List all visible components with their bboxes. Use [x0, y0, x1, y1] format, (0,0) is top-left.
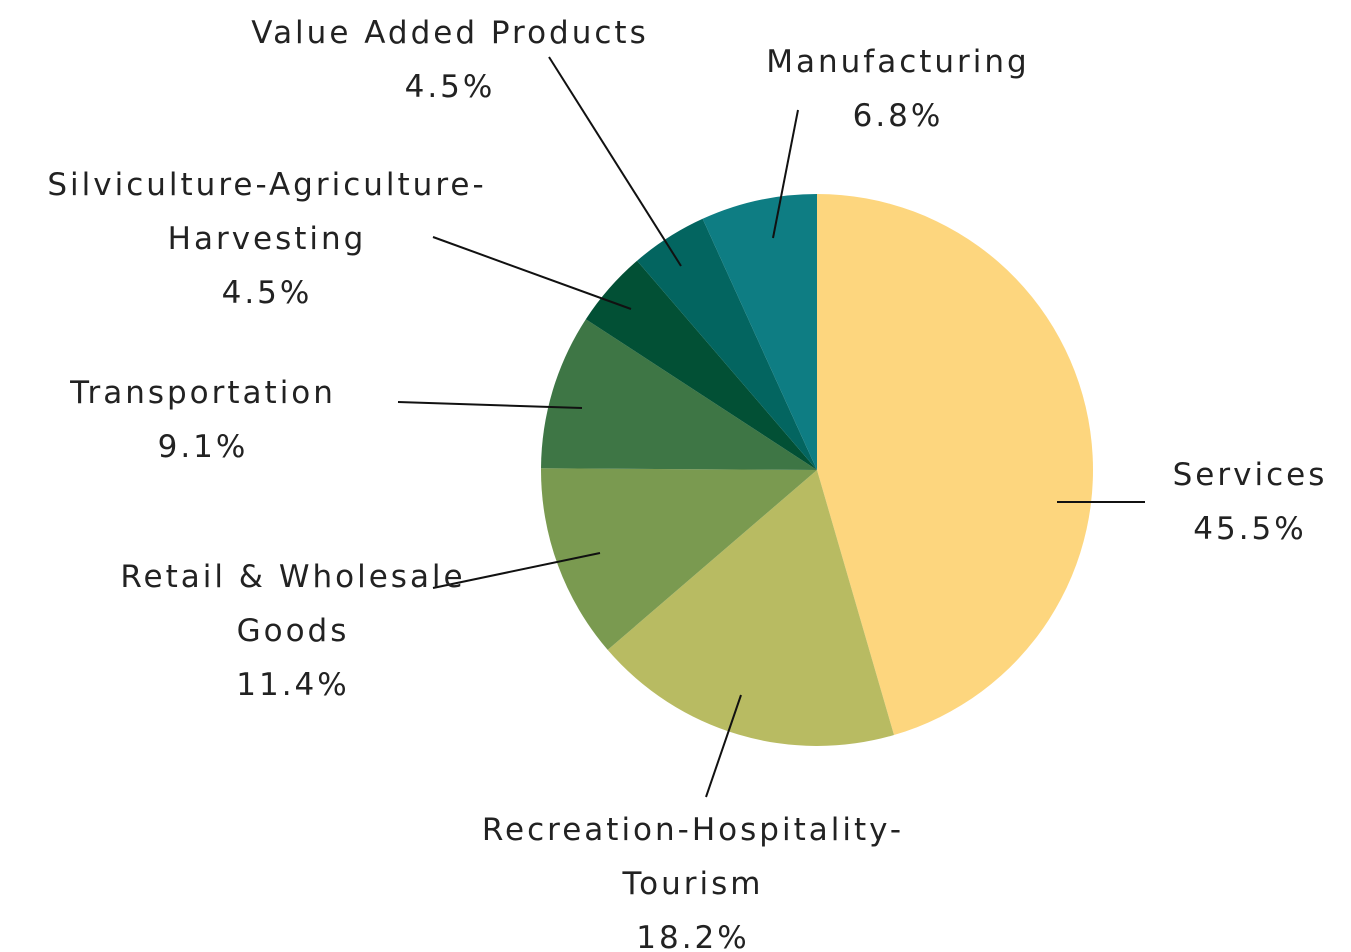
slice-label: Manufacturing 6.8% [728, 35, 1068, 143]
slice-label: Services 45.5% [1140, 448, 1351, 556]
category-label: Value Added Products [251, 15, 649, 51]
category-label: Retail & Wholesale Goods [120, 559, 466, 649]
slice-label: Silviculture-Agriculture-Harvesting 4.5% [0, 158, 537, 320]
leader-line [432, 552, 601, 589]
leader-line [705, 694, 742, 798]
value-label: 18.2% [636, 920, 750, 952]
category-label: Transportation [70, 375, 336, 411]
pie-wedge [702, 194, 817, 470]
pie-wedge [637, 218, 817, 470]
leader-line [548, 56, 682, 267]
value-label: 45.5% [1193, 511, 1307, 547]
leader-line [772, 109, 799, 239]
category-label: Silviculture-Agriculture-Harvesting [47, 167, 487, 257]
slice-label: Transportation 9.1% [38, 366, 368, 474]
category-label: Services [1172, 457, 1328, 493]
value-label: 6.8% [852, 98, 944, 134]
leader-line [397, 401, 583, 409]
category-label: Manufacturing [766, 44, 1030, 80]
pie-wedge [607, 470, 895, 747]
value-label: 4.5% [404, 69, 496, 105]
category-label: Recreation-Hospitality-Tourism [481, 812, 905, 902]
leader-lines [397, 56, 1145, 798]
pie-wedge [817, 194, 1093, 736]
value-label: 4.5% [221, 275, 313, 311]
pie-wedge [541, 468, 817, 650]
pie-wedge [585, 260, 817, 470]
slice-label: Value Added Products 4.5% [200, 6, 700, 114]
leader-line [432, 236, 632, 310]
value-label: 11.4% [236, 667, 350, 703]
slice-label: Recreation-Hospitality-Tourism 18.2% [433, 803, 953, 952]
value-label: 9.1% [157, 429, 249, 465]
slice-label: Retail & Wholesale Goods 11.4% [98, 550, 488, 712]
pie-wedge [541, 319, 817, 470]
